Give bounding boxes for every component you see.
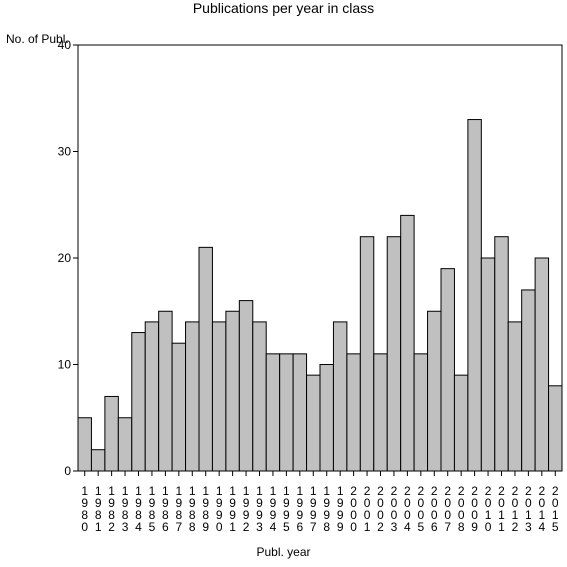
bar-1997 xyxy=(306,374,321,472)
y-tick-label: 20 xyxy=(58,251,72,265)
bar-1985 xyxy=(144,321,160,472)
bar-1993 xyxy=(252,321,267,472)
bar-1994 xyxy=(265,353,281,472)
bar-1989 xyxy=(198,246,213,472)
bar-1990 xyxy=(211,321,227,472)
bar-1984 xyxy=(131,332,146,472)
bar-2002 xyxy=(373,353,388,472)
y-tick-label: 40 xyxy=(58,38,72,52)
bar-2013 xyxy=(521,289,536,472)
bar-2004 xyxy=(400,214,415,472)
bar-1983 xyxy=(117,417,133,472)
bar-1996 xyxy=(292,353,308,472)
bar-2000 xyxy=(346,353,361,472)
y-tick-label: 30 xyxy=(58,145,72,159)
bar-2009 xyxy=(467,119,482,472)
bar-2005 xyxy=(413,353,429,472)
chart-title: Publications per year in class xyxy=(192,0,375,16)
x-ticks: 1 9 8 0 1 9 8 1 1 9 8 2 1 9 8 3 1 9 8 4 1 9 8 5 1 9 8 6 1 9 8 7 1 9 8 8 1 9 8 9… xyxy=(81,471,559,534)
bar-1986 xyxy=(158,310,173,472)
bar-2010 xyxy=(480,257,496,472)
x-axis-label: Publ. year xyxy=(256,545,311,559)
y-tick-label: 0 xyxy=(64,464,71,478)
bar-1998 xyxy=(319,364,334,472)
bar-1982 xyxy=(104,395,119,472)
bar-1991 xyxy=(225,310,240,472)
bar-2015 xyxy=(548,385,563,472)
bar-2006 xyxy=(427,310,442,472)
y-ticks: 0 10 20 30 40 xyxy=(58,38,78,478)
bar-2007 xyxy=(440,268,455,472)
bar-1995 xyxy=(279,353,294,472)
bar-1988 xyxy=(185,321,200,472)
bar-1980 xyxy=(77,417,92,472)
y-tick-label: 10 xyxy=(58,358,72,372)
bar-1981 xyxy=(90,449,106,472)
bar-2001 xyxy=(359,236,375,472)
bar-2003 xyxy=(386,236,402,472)
bars xyxy=(77,119,563,472)
bar-2008 xyxy=(453,374,469,472)
bar-2012 xyxy=(507,321,523,472)
y-axis-label: No. of Publ. xyxy=(6,32,69,46)
bar-2014 xyxy=(534,257,550,472)
bar-1987 xyxy=(171,342,187,472)
bar-1999 xyxy=(332,321,348,472)
bar-2011 xyxy=(494,236,509,472)
bar-1992 xyxy=(238,300,254,472)
